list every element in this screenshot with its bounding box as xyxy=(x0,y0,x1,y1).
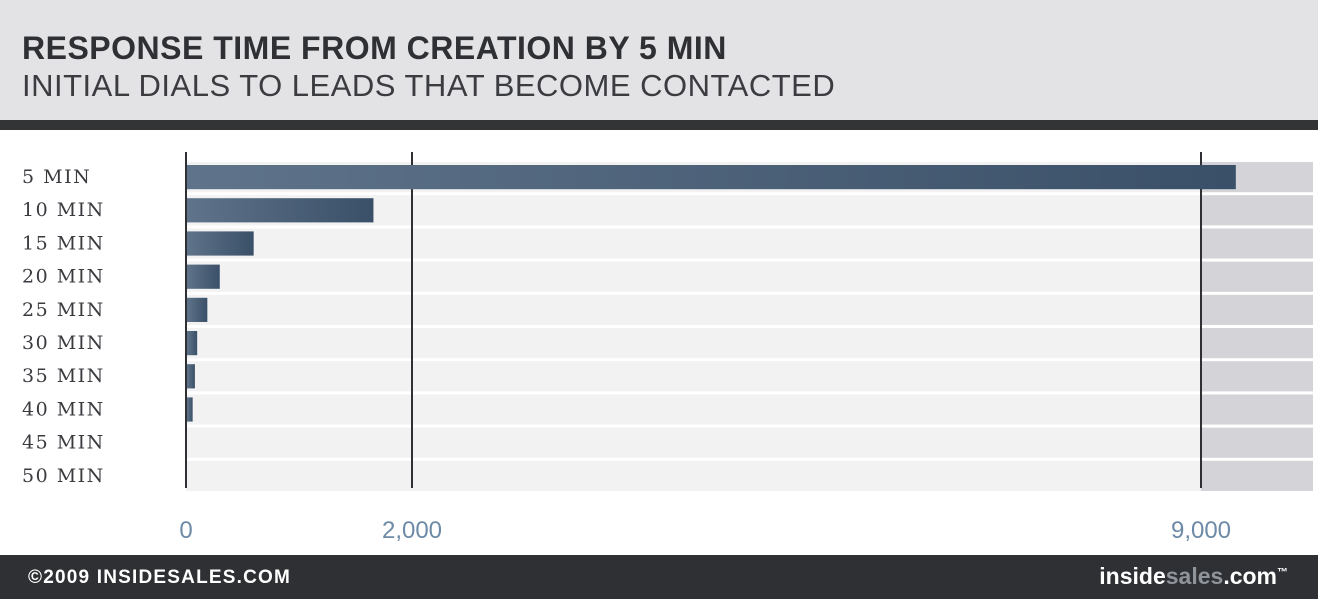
row-overflow-background xyxy=(1201,294,1313,325)
category-label: 20 MIN xyxy=(22,266,105,288)
category-label: 50 MIN xyxy=(22,465,105,487)
row-background xyxy=(186,294,1201,325)
category-label: 35 MIN xyxy=(22,365,105,387)
category-label: 30 MIN xyxy=(22,332,105,354)
chart-header: RESPONSE TIME FROM CREATION BY 5 MIN INI… xyxy=(0,0,1318,120)
bar-chart: 5 MIN 10 MIN 15 MIN 20 MIN 25 MIN 30 MIN 35 MI… xyxy=(22,152,1313,544)
bar-15-min xyxy=(187,231,254,256)
bar-5-min xyxy=(187,165,1236,190)
bar-40-min xyxy=(187,397,193,422)
x-tick-label: 0 xyxy=(179,517,192,544)
row-background xyxy=(186,228,1201,259)
row-overflow-background xyxy=(1201,427,1313,458)
bar-35-min xyxy=(187,364,195,389)
brand-trademark: ™ xyxy=(1277,566,1288,579)
chart-subtitle: INITIAL DIALS TO LEADS THAT BECOME CONTA… xyxy=(22,68,836,103)
brand-part-sales: sales xyxy=(1165,563,1224,589)
brand-logo: insidesales.com™ xyxy=(1099,563,1288,590)
row-overflow-background xyxy=(1201,361,1313,392)
bar-20-min xyxy=(187,264,220,289)
row-background xyxy=(186,361,1201,392)
category-label: 5 MIN xyxy=(22,166,91,188)
copyright-text: ©2009 INSIDESALES.COM xyxy=(28,567,292,588)
row-background xyxy=(186,460,1201,491)
row-overflow-background xyxy=(1201,261,1313,292)
row-overflow-background xyxy=(1201,195,1313,226)
x-tick-label: 9,000 xyxy=(1171,517,1231,544)
category-label: 45 MIN xyxy=(22,432,105,454)
category-label: 10 MIN xyxy=(22,199,105,221)
bar-25-min xyxy=(187,297,208,322)
row-background xyxy=(186,261,1201,292)
brand-part-inside: inside xyxy=(1099,563,1166,589)
row-overflow-background xyxy=(1201,394,1313,425)
chart-title: RESPONSE TIME FROM CREATION BY 5 MIN xyxy=(22,30,727,66)
bar-10-min xyxy=(187,198,374,223)
row-overflow-background xyxy=(1201,460,1313,491)
row-background xyxy=(186,427,1201,458)
bar-30-min xyxy=(187,331,198,356)
header-divider xyxy=(0,120,1318,130)
row-overflow-background xyxy=(1201,228,1313,259)
category-label: 15 MIN xyxy=(22,232,105,254)
row-overflow-background xyxy=(1201,328,1313,359)
category-label: 25 MIN xyxy=(22,299,105,321)
category-label: 40 MIN xyxy=(22,398,105,420)
footer-bar: ©2009 INSIDESALES.COM insidesales.com™ xyxy=(0,555,1318,599)
row-background xyxy=(186,328,1201,359)
x-tick-label: 2,000 xyxy=(382,517,442,544)
brand-part-com: .com xyxy=(1223,563,1277,589)
row-background xyxy=(186,394,1201,425)
